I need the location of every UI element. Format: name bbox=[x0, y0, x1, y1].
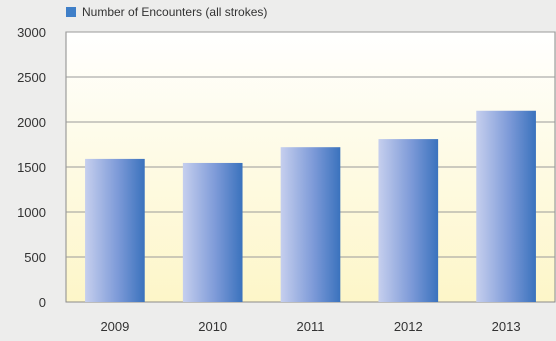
y-axis-ticks: 0 500 1000 1500 2000 2500 3000 bbox=[17, 25, 46, 310]
y-tick-label: 2000 bbox=[17, 115, 46, 130]
y-tick-label: 2500 bbox=[17, 70, 46, 85]
bars bbox=[85, 110, 536, 302]
legend-swatch bbox=[66, 7, 76, 17]
bar-2010 bbox=[182, 162, 243, 302]
bar-2011 bbox=[280, 147, 341, 302]
legend-label: Number of Encounters (all strokes) bbox=[82, 5, 267, 19]
bar-2013 bbox=[476, 110, 536, 302]
y-tick-label: 500 bbox=[24, 250, 46, 265]
x-tick-label: 2011 bbox=[297, 319, 325, 334]
y-tick-label: 1000 bbox=[17, 205, 46, 220]
x-tick-label: 2012 bbox=[394, 319, 423, 334]
x-axis-ticks: 2009 2010 2011 2012 2013 bbox=[100, 319, 520, 334]
x-tick-label: 2009 bbox=[100, 319, 129, 334]
y-tick-label: 0 bbox=[39, 295, 46, 310]
bar-2009 bbox=[85, 158, 145, 302]
y-tick-label: 3000 bbox=[17, 25, 46, 40]
x-tick-label: 2010 bbox=[198, 319, 227, 334]
legend: Number of Encounters (all strokes) bbox=[66, 5, 267, 19]
gridlines bbox=[66, 31, 555, 258]
x-tick-label: 2013 bbox=[492, 319, 521, 334]
y-tick-label: 1500 bbox=[17, 160, 46, 175]
bar-2012 bbox=[378, 139, 439, 302]
